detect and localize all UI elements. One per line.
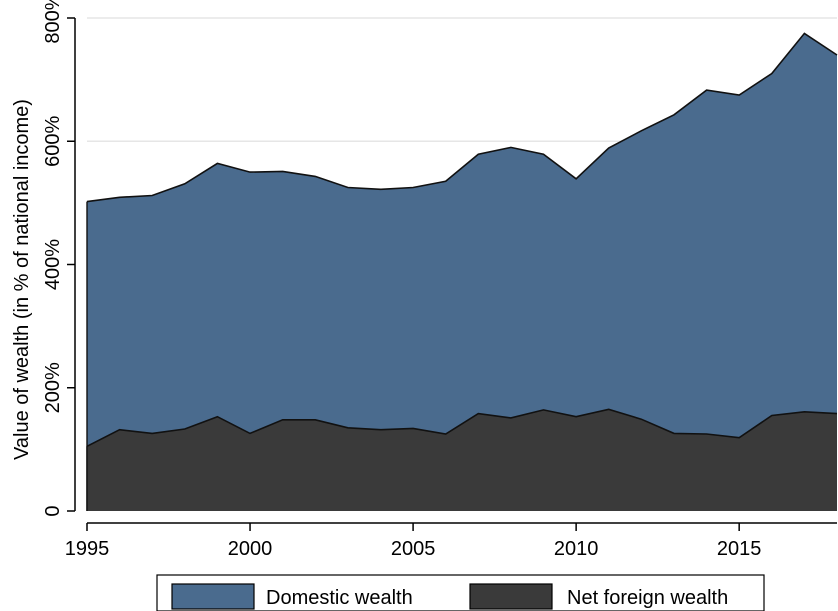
legend-box [156, 574, 765, 611]
y-tick-label-0: 0 [42, 505, 64, 516]
legend: Domestic wealth Net foreign wealth [156, 574, 765, 611]
axes: 0 200% 400% 600% 800% 1995 2000 2005 2010 2015 [42, 0, 837, 560]
line-domestic-wealth [86, 32, 838, 203]
x-tick-label-2015: 2015 [717, 538, 762, 560]
x-tick-label-2005: 2005 [391, 538, 436, 560]
line-net-foreign-wealth [86, 408, 838, 448]
legend-label-1: Net foreign wealth [567, 587, 728, 609]
y-tick-label-600: 600% [42, 115, 64, 166]
x-tick-label-2000: 2000 [228, 538, 273, 560]
x-tick-label-2010: 2010 [554, 538, 599, 560]
areas [86, 32, 838, 512]
y-tick-label-800: 800% [42, 0, 64, 44]
legend-swatch-1 [469, 583, 553, 610]
legend-swatch-0 [171, 583, 255, 610]
area-net-foreign-wealth [87, 409, 837, 511]
x-tick-label-1995: 1995 [65, 538, 110, 560]
y-axis-title: Value of wealth (in % of national income… [11, 99, 33, 460]
legend-label-0: Domestic wealth [266, 587, 413, 609]
y-tick-label-200: 200% [42, 362, 64, 413]
area-domestic-wealth [87, 33, 837, 512]
y-tick-label-400: 400% [42, 239, 64, 290]
